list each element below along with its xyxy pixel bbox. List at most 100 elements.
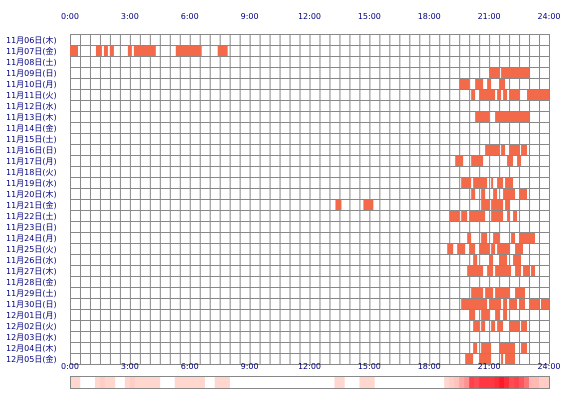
activity-block <box>109 46 114 56</box>
summary-cell <box>524 376 530 388</box>
activity-block <box>491 200 504 210</box>
activity-block <box>489 299 502 309</box>
top-tick-label: 9:00 <box>241 12 259 21</box>
row-label: 11月15日(土) <box>6 134 57 144</box>
row-label: 12月01日(月) <box>6 311 57 320</box>
summary-cell <box>534 376 540 388</box>
bottom-tick-labels: 0:00 3:00 6:00 9:00 12:00 15:00 18:00 21:00 24:0… <box>61 362 561 371</box>
row-label: 11月24日(月) <box>6 234 57 243</box>
bottom-tick-label: 18:00 <box>418 362 441 371</box>
activity-block <box>70 46 78 56</box>
activity-block <box>489 255 494 265</box>
row-label: 11月30日(日) <box>6 300 57 309</box>
activity-block <box>449 211 460 221</box>
activity-block <box>493 233 500 243</box>
top-tick-label: 15:00 <box>358 12 381 21</box>
summary-cell <box>214 376 220 388</box>
activity-block <box>503 310 508 320</box>
activity-block <box>499 343 516 353</box>
row-label: 12月02日(火) <box>6 322 57 331</box>
activity-block <box>133 46 156 56</box>
activity-block <box>495 266 512 276</box>
activity-block <box>495 288 510 298</box>
activity-block <box>335 200 342 210</box>
grid-lines <box>70 34 550 365</box>
activity-block <box>127 46 132 56</box>
activity-block <box>481 233 488 243</box>
activity-block <box>541 299 549 309</box>
activity-block <box>455 156 464 166</box>
summary-cell <box>514 376 520 388</box>
activity-block <box>527 90 549 100</box>
activity-block <box>503 299 508 309</box>
activity-block <box>505 354 516 364</box>
top-tick-labels: 0:00 3:00 6:00 9:00 12:00 15:00 18:00 21:00 24:0… <box>61 12 561 21</box>
activity-block <box>461 211 468 221</box>
summary-cell <box>464 376 470 388</box>
row-label: 11月22日(土) <box>6 211 57 221</box>
bottom-tick-label: 9:00 <box>241 362 259 371</box>
activity-block <box>521 343 528 353</box>
activity-block <box>499 255 508 265</box>
summary-cell <box>129 376 136 388</box>
summary-cell <box>99 376 106 388</box>
row-label: 12月05日(金) <box>6 354 57 364</box>
bottom-tick-label: 24:00 <box>537 362 560 371</box>
activity-block <box>521 321 528 331</box>
activity-block <box>471 189 476 199</box>
activity-block <box>461 299 488 309</box>
activity-block <box>501 68 530 78</box>
activity-block <box>473 343 478 353</box>
row-label: 11月17日(月) <box>6 157 57 166</box>
row-label: 12月04日(木) <box>6 343 57 353</box>
row-label: 11月23日(日) <box>6 223 57 232</box>
activity-block <box>481 310 490 320</box>
activity-block <box>523 266 530 276</box>
activity-block <box>487 266 494 276</box>
activity-block <box>497 90 502 100</box>
row-label: 11月26日(水) <box>6 255 57 265</box>
summary-cell <box>369 376 375 388</box>
activity-block <box>95 46 102 56</box>
activity-block <box>487 79 492 89</box>
activity-block <box>481 189 486 199</box>
bottom-tick-label: 0:00 <box>61 362 79 371</box>
summary-cell <box>179 376 186 388</box>
activity-block <box>515 244 524 254</box>
summary-cell <box>359 376 365 388</box>
activity-block <box>363 200 374 210</box>
activity-block <box>513 255 522 265</box>
activity-block <box>503 189 516 199</box>
summary-cell <box>109 376 116 388</box>
row-label: 11月14日(金) <box>6 123 57 133</box>
activity-block <box>489 68 500 78</box>
row-label: 11月29日(土) <box>6 288 57 298</box>
activity-block <box>491 321 496 331</box>
activity-block <box>491 211 504 221</box>
summary-cell <box>104 376 111 388</box>
bottom-tick-label: 12:00 <box>298 362 321 371</box>
summary-cell <box>499 376 505 388</box>
summary-cell <box>224 376 230 388</box>
row-label: 11月20日(木) <box>6 189 57 199</box>
activity-block <box>467 233 472 243</box>
activity-block <box>519 189 528 199</box>
activity-block <box>217 46 228 56</box>
summary-cell <box>479 376 485 388</box>
summary-cell <box>469 376 475 388</box>
activity-block <box>471 156 484 166</box>
row-label: 11月12日(水) <box>6 101 57 111</box>
activity-block <box>479 244 490 254</box>
activity-block <box>495 310 500 320</box>
activity-block <box>461 178 472 188</box>
activity-block <box>507 211 510 221</box>
activity-block <box>471 288 484 298</box>
row-label: 11月11日(火) <box>6 91 57 100</box>
activity-block <box>467 266 484 276</box>
top-tick-label: 6:00 <box>181 12 199 21</box>
activity-block <box>479 90 496 100</box>
top-tick-label: 18:00 <box>418 12 441 21</box>
activity-block <box>481 200 490 210</box>
activity-block <box>511 233 516 243</box>
summary-cell <box>529 376 535 388</box>
